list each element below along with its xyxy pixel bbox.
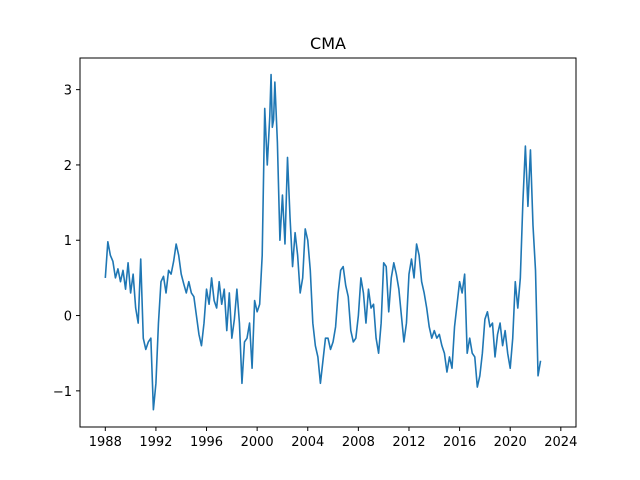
chart-title: CMA <box>310 34 346 53</box>
x-tick-label: 1988 <box>89 435 122 450</box>
y-tick-label: 0 <box>64 310 72 325</box>
x-tick-label: 2024 <box>544 435 577 450</box>
x-tick-label: 2008 <box>342 435 375 450</box>
x-tick-label: 2004 <box>291 435 324 450</box>
x-tick-label: 2012 <box>392 435 425 450</box>
series-line-0 <box>104 73 542 411</box>
x-axis: 1988 1992 1996 2000 2004 2008 2012 2016 2020 2024 <box>89 427 577 450</box>
series-layer <box>104 73 542 411</box>
x-tick-label: 2016 <box>443 435 476 450</box>
x-tick-label: 1992 <box>139 435 172 450</box>
x-tick-label: 2020 <box>494 435 527 450</box>
y-tick-label: 2 <box>64 159 72 174</box>
y-axis: −1 0 1 2 3 <box>53 84 80 400</box>
y-tick-label: 3 <box>64 84 72 99</box>
plot-frame <box>79 57 577 428</box>
y-tick-label: −1 <box>53 385 72 400</box>
x-tick-label: 1996 <box>190 435 223 450</box>
x-tick-label: 2000 <box>241 435 274 450</box>
y-tick-label: 1 <box>64 234 72 249</box>
